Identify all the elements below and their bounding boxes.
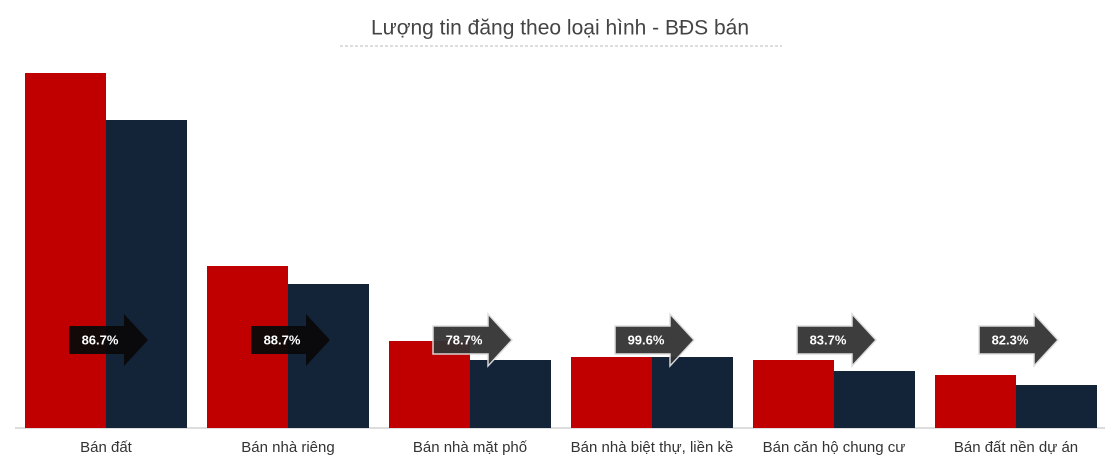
bar (1016, 385, 1097, 428)
ratio-label: 86.7% (82, 332, 119, 347)
ratio-label: 88.7% (264, 332, 301, 347)
x-tick-label: Bán căn hộ chung cư (763, 439, 906, 456)
ratio-arrow (796, 312, 878, 368)
chart-title: Lượng tin đăng theo loại hình - BĐS bán (371, 17, 749, 40)
bar (106, 120, 187, 428)
ratio-label: 78.7% (446, 332, 483, 347)
ratio-label: 83.7% (810, 332, 847, 347)
bar (753, 360, 834, 428)
ratio-arrow (978, 312, 1060, 368)
bar (470, 360, 551, 428)
bar (389, 341, 470, 428)
bar (25, 73, 106, 428)
x-tick-label: Bán đất (80, 439, 133, 456)
ratio-arrow (614, 312, 696, 368)
bar (935, 375, 1016, 428)
ratio-arrow (251, 314, 330, 366)
bar (288, 284, 369, 428)
bar (652, 357, 733, 428)
ratio-label: 82.3% (992, 332, 1029, 347)
x-tick-label: Bán nhà biệt thự, liền kề (571, 439, 734, 456)
ratio-label: 99.6% (628, 332, 665, 347)
bar (571, 357, 652, 428)
ratio-arrow (432, 312, 514, 368)
x-tick-label: Bán đất nền dự án (954, 439, 1078, 456)
x-tick-label: Bán nhà riêng (241, 439, 334, 456)
ratio-arrow (69, 314, 148, 366)
bar (834, 371, 915, 428)
x-tick-label: Bán nhà mặt phố (413, 439, 528, 456)
